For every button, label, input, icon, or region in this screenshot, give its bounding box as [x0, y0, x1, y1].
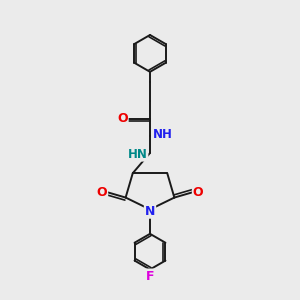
- Text: O: O: [117, 112, 128, 125]
- Text: O: O: [97, 186, 107, 199]
- Text: O: O: [193, 186, 203, 199]
- Text: F: F: [146, 269, 154, 283]
- Text: HN: HN: [128, 148, 148, 161]
- Text: N: N: [145, 205, 155, 218]
- Text: NH: NH: [152, 128, 172, 141]
